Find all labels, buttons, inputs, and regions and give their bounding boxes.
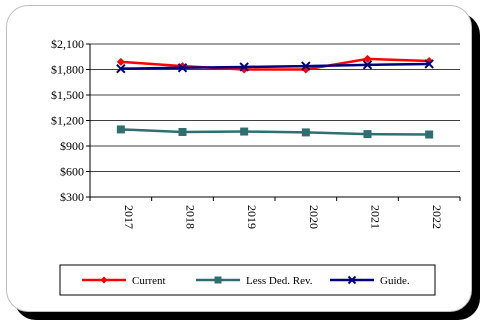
legend-item: Guide.: [330, 275, 410, 287]
legend-label: Current: [132, 275, 166, 287]
series-point: [363, 54, 372, 63]
series-point: [240, 127, 249, 136]
y-axis-tick-labels: $300 $600 $900 $1,200 $1,500 $1,800 $2,100: [51, 37, 84, 204]
series-line: [120, 128, 430, 136]
y-tick-label: $300: [60, 190, 84, 204]
series-point: [178, 127, 187, 136]
legend-item: Less Ded. Rev.: [196, 275, 313, 287]
series-point: [362, 60, 373, 70]
x-tick-label: 2018: [184, 205, 198, 229]
x-tick-label: 2020: [307, 205, 321, 229]
legend-item: Current: [82, 275, 166, 287]
series-point: [100, 276, 108, 284]
series-1: [116, 125, 434, 139]
x-axis-tick-labels: 2017 2018 2019 2020 2021 2022: [122, 205, 444, 229]
series-2: [116, 59, 434, 74]
axes: [86, 43, 461, 201]
series-point: [425, 130, 434, 139]
series-point: [363, 130, 372, 139]
series-point: [347, 275, 357, 285]
series-point: [116, 57, 125, 66]
legend: Current Less Ded. Rev. Guide.: [59, 264, 436, 296]
x-tick-label: 2021: [369, 205, 383, 229]
series-line: [120, 57, 430, 71]
series-point: [301, 128, 310, 137]
y-tick-label: $1,500: [51, 88, 84, 102]
legend-label: Less Ded. Rev.: [246, 275, 313, 287]
series-point: [116, 125, 125, 134]
series-point: [214, 276, 222, 284]
x-tick-label: 2022: [430, 205, 444, 229]
legend-label: Guide.: [380, 275, 410, 287]
x-tick-label: 2019: [245, 205, 259, 229]
y-tick-label: $600: [60, 165, 84, 179]
series-point: [177, 63, 188, 73]
series-point: [239, 62, 249, 72]
chart-card: [6, 5, 472, 312]
y-tick-label: $1,200: [51, 114, 84, 128]
series-point: [424, 59, 434, 69]
x-tick-label: 2017: [122, 205, 136, 229]
series-point: [116, 63, 126, 74]
y-tick-label: $1,800: [51, 63, 84, 77]
series-point: [301, 61, 311, 71]
series-line: [120, 62, 430, 70]
series-group: [116, 54, 434, 139]
y-tick-label: $2,100: [51, 37, 84, 51]
y-tick-label: $900: [60, 139, 84, 153]
